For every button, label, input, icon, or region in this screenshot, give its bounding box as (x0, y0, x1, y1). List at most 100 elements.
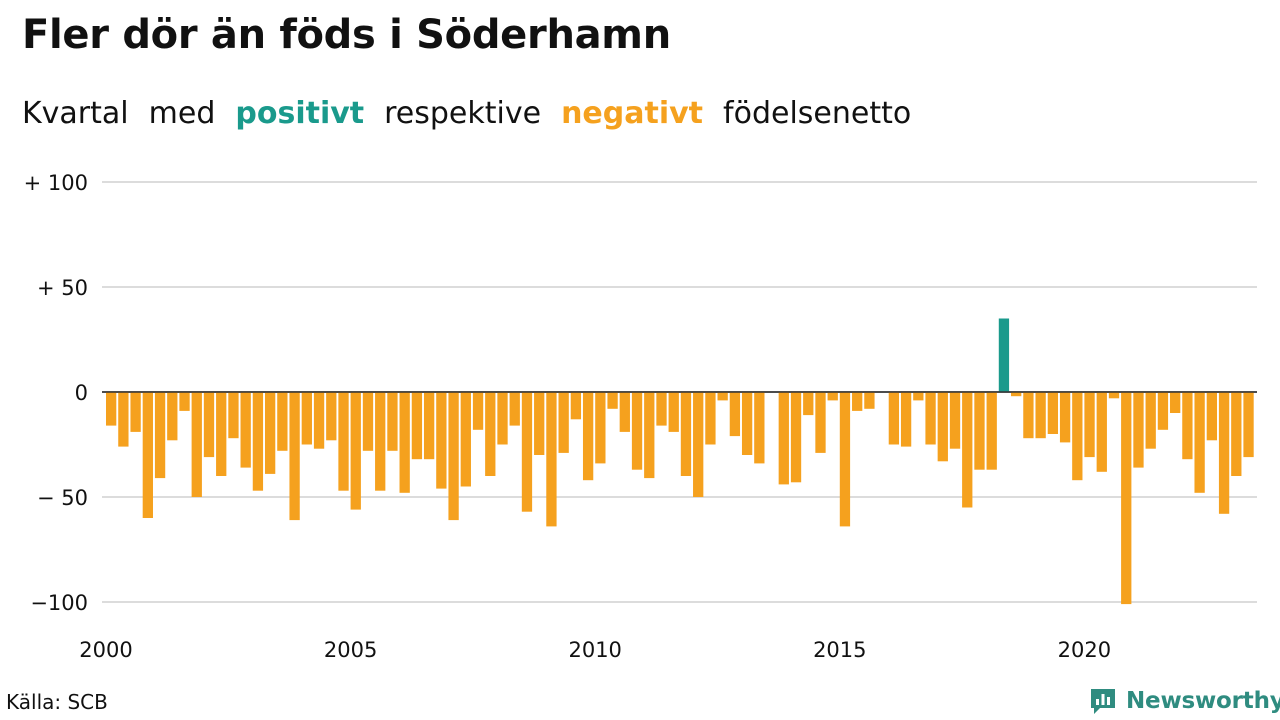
bar-negative (130, 392, 141, 432)
bar-positive (998, 318, 1010, 392)
bar-negative (1108, 392, 1120, 399)
bar-negative (228, 392, 239, 439)
bar-negative (448, 392, 459, 521)
subtitle-word: med (148, 96, 216, 131)
bar-negative (387, 392, 398, 451)
bar-negative (852, 392, 863, 411)
bar-negative (472, 392, 484, 430)
bar-negative (815, 392, 826, 453)
bar-negative (301, 392, 312, 445)
bar-negative (839, 392, 851, 527)
bar-negative (595, 392, 606, 464)
bar-negative (1133, 392, 1144, 468)
bar-negative (1145, 392, 1156, 449)
bar-negative (411, 392, 423, 460)
bar-negative (289, 392, 300, 521)
bar-negative (631, 392, 643, 470)
bar-negative (1231, 392, 1242, 476)
bar-negative (1096, 392, 1107, 472)
bar-negative (1121, 392, 1132, 605)
bar-negative (803, 392, 814, 416)
bar-negative (534, 392, 545, 455)
bar-negative (436, 392, 447, 489)
bar-negative (118, 392, 129, 447)
x-tick-label: 2000 (79, 638, 132, 662)
y-tick-label: −100 (30, 591, 88, 615)
bar-negative (362, 392, 374, 451)
bar-negative (1023, 392, 1034, 439)
bar-negative (1072, 392, 1083, 481)
bar-negative (1035, 392, 1046, 439)
bar-negative (1243, 392, 1254, 458)
bar-negative (1182, 392, 1193, 460)
subtitle-word: respektive (384, 96, 542, 131)
bar-negative (179, 392, 190, 411)
bar-negative (216, 392, 227, 476)
bar-negative (1206, 392, 1217, 441)
brand-logo: Newsworthy (1088, 684, 1280, 718)
bar-negative (1170, 392, 1181, 413)
chart-subtitle: Kvartal med positivt respektive negativt föde… (22, 96, 931, 131)
brand-name: Newsworthy (1126, 688, 1280, 714)
bar-negative (754, 392, 765, 464)
bar-negative (313, 392, 325, 449)
bar-negative (1194, 392, 1205, 493)
bar-negative (1084, 392, 1095, 458)
bar-negative (423, 392, 435, 460)
x-tick-label: 2010 (568, 638, 621, 662)
bar-negative (790, 392, 802, 483)
bar-negative (106, 392, 117, 426)
bar-negative (705, 392, 716, 445)
bar-negative (167, 392, 178, 441)
bar-negative (827, 392, 838, 401)
bar-negative (680, 392, 692, 476)
bar-negative (375, 392, 386, 491)
bar-negative (949, 392, 961, 449)
bar-negative (717, 392, 728, 401)
bar-negative (142, 392, 153, 518)
page-title: Fler dör än föds i Söderhamn (22, 12, 671, 58)
y-tick-label: + 100 (24, 171, 88, 195)
bar-negative (338, 392, 349, 491)
bar-negative (1011, 392, 1022, 397)
bar-negative (191, 392, 202, 497)
bar-negative (558, 392, 569, 453)
bar-negative (521, 392, 533, 512)
y-tick-label: 0 (75, 381, 88, 405)
bar-negative (619, 392, 630, 432)
bar-negative (570, 392, 582, 420)
bar-negative (277, 392, 288, 451)
y-tick-label: − 50 (37, 486, 88, 510)
bar-negative (656, 392, 667, 426)
bar-negative (693, 392, 704, 497)
bar-negative (154, 392, 166, 479)
bar-negative (1157, 392, 1169, 430)
y-tick-label: + 50 (37, 276, 88, 300)
bar-negative (644, 392, 655, 479)
bar-negative (741, 392, 753, 455)
bar-negative (485, 392, 496, 476)
bar-negative (607, 392, 618, 409)
bar-negative (1047, 392, 1059, 434)
bar-negative (326, 392, 337, 441)
x-tick-label: 2015 (813, 638, 866, 662)
bar-negative (252, 392, 264, 491)
bar-negative (729, 392, 741, 437)
bar-negative (582, 392, 594, 481)
bar-negative (240, 392, 251, 468)
source-label: Källa: SCB (6, 690, 108, 714)
bar-negative (264, 392, 276, 474)
bar-negative (1059, 392, 1071, 443)
bar-negative (509, 392, 520, 426)
bar-negative (962, 392, 973, 508)
bar-negative (888, 392, 900, 445)
subtitle-word: Kvartal (22, 96, 129, 131)
bar-chart-speech-bubble-icon (1091, 689, 1115, 714)
bar-negative (778, 392, 789, 485)
bar-negative (399, 392, 410, 493)
bar-negative (546, 392, 557, 527)
bar-negative (668, 392, 679, 432)
bar-negative (350, 392, 361, 510)
bar-negative (203, 392, 215, 458)
